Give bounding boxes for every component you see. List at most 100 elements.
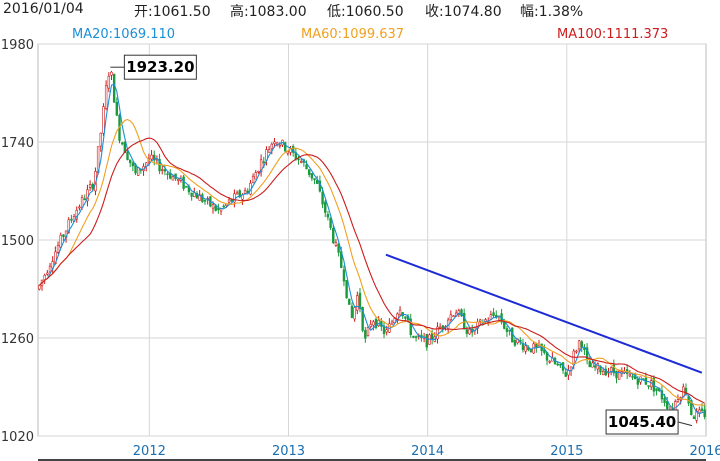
candle-body (128, 159, 132, 164)
candle-body (465, 329, 469, 334)
candle-body (556, 363, 559, 366)
quote-close: 收:1074.80 (425, 4, 502, 20)
moving-average-lines (38, 83, 705, 415)
candle-body (99, 132, 102, 147)
candle-body (660, 390, 664, 400)
candle-body (404, 316, 407, 319)
annotation-label: 1923.20 (126, 58, 194, 76)
candle-body (305, 164, 308, 170)
candle-body (78, 206, 81, 209)
candle-body (185, 186, 188, 188)
candle-body (267, 149, 271, 153)
candle-body (366, 327, 370, 336)
quote-open: 开:1061.50 (134, 4, 211, 20)
candle-body (161, 169, 164, 171)
candle-body (604, 368, 608, 376)
candle-body (396, 313, 399, 321)
candle-body (324, 201, 327, 213)
candle-body (227, 199, 231, 203)
candle-body (238, 190, 241, 198)
x-tick-label: 2016 (689, 444, 720, 459)
candle-body (332, 227, 335, 243)
annotation-box (123, 54, 197, 80)
candle-body (684, 387, 688, 395)
candle-body (254, 172, 257, 180)
candle-body (313, 178, 316, 180)
candle-body (676, 399, 680, 402)
candle-body (580, 341, 583, 348)
candle-body (211, 204, 215, 209)
candle-body (588, 361, 591, 368)
candle-body (436, 326, 439, 340)
x-tick-label: 2013 (272, 444, 305, 459)
x-tick-label: 2015 (550, 444, 583, 459)
chart-grid (37, 43, 707, 437)
ma60-label: MA60:1099.637 (301, 27, 404, 42)
annotation-label: 1045.40 (608, 413, 676, 431)
candle-body (62, 234, 65, 237)
annotation-leader (677, 421, 693, 427)
candle-body (171, 176, 175, 181)
candle-body (120, 142, 124, 145)
candle-body (115, 101, 119, 116)
candle-body (409, 318, 412, 335)
candle-body (441, 325, 445, 329)
candle-body (222, 205, 225, 208)
candle-body (203, 199, 207, 202)
candle-body (505, 328, 509, 332)
candle-body (385, 329, 388, 333)
candle-body (233, 193, 236, 203)
candle-body (107, 75, 111, 89)
candle-body (88, 184, 92, 188)
candle-body (104, 85, 108, 109)
candle-body (535, 343, 538, 348)
candle-body (182, 176, 185, 189)
candle-body (198, 194, 201, 201)
candle-body (577, 340, 581, 350)
candle-body (56, 244, 60, 253)
candle-body (361, 307, 364, 331)
candle-body (524, 345, 527, 352)
candle-body (345, 279, 348, 299)
candle-body (137, 167, 140, 176)
candle-body (615, 370, 618, 379)
candle-body (177, 179, 180, 181)
candle-body (631, 376, 634, 378)
candle-body (102, 106, 105, 134)
candle-body (131, 162, 135, 167)
annotations-layer: 1923.20 1045.40 (110, 54, 693, 435)
trendline-layer (385, 253, 703, 374)
candle-body (243, 190, 247, 194)
quote-low: 低:1060.50 (327, 4, 404, 20)
candle-body (353, 307, 356, 320)
ma20-line (38, 83, 705, 415)
candle-body (283, 142, 287, 152)
candle-body (193, 192, 196, 197)
y-tick-label: 1980 (1, 38, 34, 53)
candle-body (647, 385, 650, 387)
x-tick-label: 2014 (411, 444, 444, 459)
candle-body (110, 71, 113, 76)
candle-body (460, 309, 463, 317)
candle-body (299, 161, 303, 163)
candle-body (703, 409, 706, 417)
candle-body (369, 324, 372, 327)
candle-body (617, 370, 621, 380)
candle-body (195, 193, 199, 199)
candle-body (700, 408, 704, 411)
candle-body (374, 318, 378, 328)
candle-body (372, 321, 375, 326)
candle-body (449, 314, 453, 321)
candle-body (241, 194, 244, 200)
ma20-label: MA20:1069.110 (72, 27, 175, 42)
candle-body (308, 169, 311, 175)
candle-body (67, 219, 70, 233)
price-annotation: 1045.40 (605, 409, 693, 435)
trendline (385, 253, 703, 374)
candle-body (698, 409, 701, 414)
candle-body (398, 309, 402, 316)
candle-body (559, 363, 562, 366)
candle-body (612, 364, 616, 374)
candle-body (251, 175, 255, 184)
